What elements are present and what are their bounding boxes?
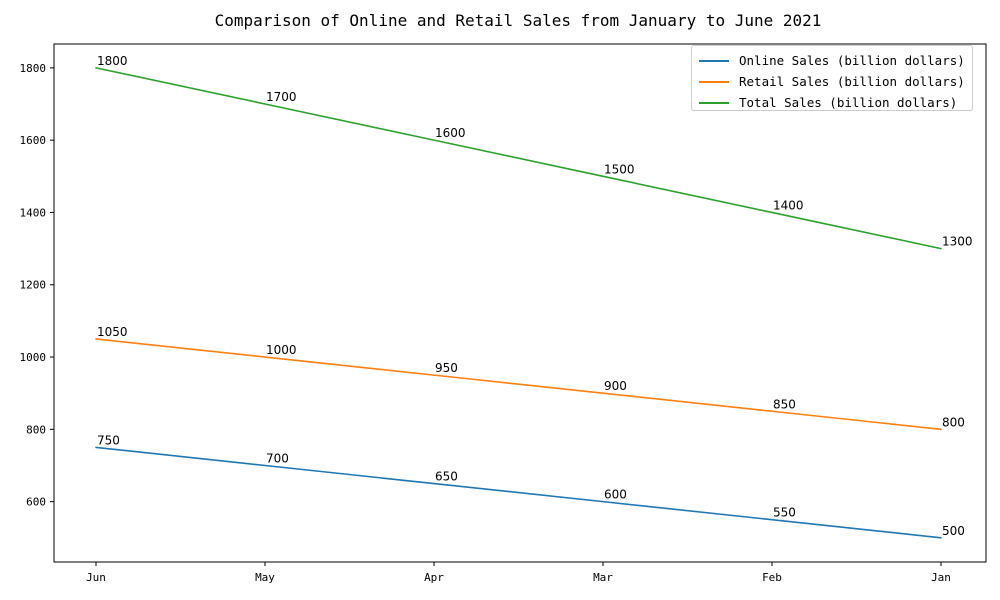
y-tick-label: 1000	[20, 351, 47, 364]
data-label: 1000	[266, 343, 297, 357]
x-tick-label: May	[255, 571, 275, 584]
series-line-0	[95, 446, 942, 539]
legend-swatch-retail	[699, 80, 729, 83]
data-label: 950	[435, 361, 458, 375]
series-line-1	[95, 338, 942, 431]
y-tick-label: 600	[26, 496, 46, 509]
x-tick-label: Mar	[593, 571, 613, 584]
legend-item-online: Online Sales (billion dollars)	[692, 50, 972, 71]
data-label: 1700	[266, 90, 297, 104]
legend-item-total: Total Sales (billion dollars)	[692, 92, 972, 113]
data-label: 1050	[97, 325, 128, 339]
plot-frame	[53, 43, 987, 563]
data-label: 1500	[604, 162, 635, 176]
data-label: 800	[942, 415, 965, 429]
chart-title: Comparison of Online and Retail Sales fr…	[214, 11, 822, 30]
y-tick-label: 1400	[20, 206, 47, 219]
x-tick-label: Jan	[931, 571, 951, 584]
y-axis: 600 800 1000 1200 1400 1600 1800	[20, 62, 54, 509]
data-labels: 750 700 650 600 550 500 1050 1000 950 900 850 800 18…	[97, 54, 973, 538]
legend-swatch-total	[699, 101, 729, 104]
legend-swatch-online	[699, 59, 729, 62]
data-label: 1400	[773, 198, 804, 212]
data-label: 600	[604, 488, 627, 502]
data-label: 500	[942, 524, 965, 538]
x-tick-label: Apr	[424, 571, 444, 584]
legend-label-total: Total Sales (billion dollars)	[739, 95, 958, 110]
legend-item-retail: Retail Sales (billion dollars)	[692, 71, 972, 92]
data-label: 1800	[97, 54, 128, 68]
x-tick-label: Feb	[762, 571, 782, 584]
y-tick-label: 800	[26, 423, 46, 436]
data-label: 750	[97, 433, 120, 447]
legend: Online Sales (billion dollars) Retail Sa…	[691, 45, 973, 111]
data-label: 900	[604, 379, 627, 393]
series-lines	[95, 67, 942, 539]
data-label: 650	[435, 470, 458, 484]
y-tick-label: 1600	[20, 134, 47, 147]
legend-label-retail: Retail Sales (billion dollars)	[739, 74, 965, 89]
data-label: 700	[266, 451, 289, 465]
data-label: 1300	[942, 235, 973, 249]
legend-label-online: Online Sales (billion dollars)	[739, 53, 965, 68]
x-tick-label: Jun	[86, 571, 106, 584]
x-axis: Jun May Apr Mar Feb Jan	[86, 562, 951, 584]
data-label: 550	[773, 506, 796, 520]
data-label: 850	[773, 397, 796, 411]
y-tick-label: 1800	[20, 62, 47, 75]
series-line-2	[95, 67, 942, 250]
data-label: 1600	[435, 126, 466, 140]
y-tick-label: 1200	[20, 279, 47, 292]
